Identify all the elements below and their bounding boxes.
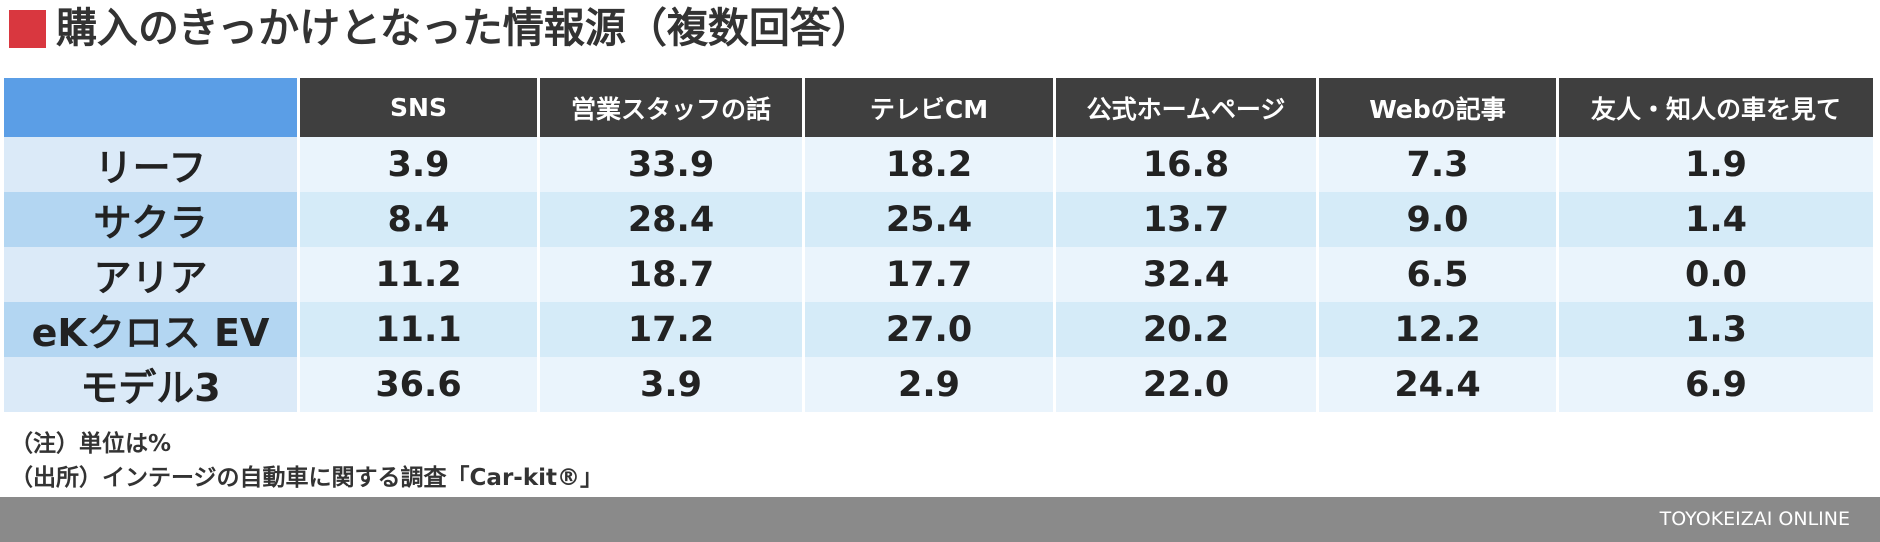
table-cell: 6.5 [1319, 247, 1556, 302]
column-header: テレビCM [805, 78, 1053, 137]
row-label: サクラ [4, 192, 297, 247]
row-label: モデル3 [4, 357, 297, 412]
footer-bar [0, 497, 1880, 542]
table-cell: 6.9 [1559, 357, 1873, 412]
table-cell: 9.0 [1319, 192, 1556, 247]
table-cell: 33.9 [540, 137, 802, 192]
note: （注）単位は% [10, 431, 172, 457]
column-header: SNS [300, 78, 537, 137]
table-cell: 11.1 [300, 302, 537, 357]
table-cell: 2.9 [805, 357, 1053, 412]
table-cell: 12.2 [1319, 302, 1556, 357]
table-cell: 1.4 [1559, 192, 1873, 247]
table-cell: 18.2 [805, 137, 1053, 192]
column-header: Webの記事 [1319, 78, 1556, 137]
table-cell: 1.9 [1559, 137, 1873, 192]
table-cell: 0.0 [1559, 247, 1873, 302]
table-cell: 36.6 [300, 357, 537, 412]
table-cell: 3.9 [300, 137, 537, 192]
table-cell: 25.4 [805, 192, 1053, 247]
note: （出所）インテージの自動車に関する調査「Car-kit®」 [10, 465, 604, 491]
table-cell: 7.3 [1319, 137, 1556, 192]
column-header: 営業スタッフの話 [540, 78, 802, 137]
row-label: eKクロス EV [4, 302, 297, 357]
table-cell: 32.4 [1056, 247, 1316, 302]
column-header: 友人・知人の車を見て [1559, 78, 1873, 137]
table-cell: 17.7 [805, 247, 1053, 302]
table-cell: 27.0 [805, 302, 1053, 357]
table-cell: 28.4 [540, 192, 802, 247]
footer-brand: TOYOKEIZAI ONLINE [1659, 508, 1850, 530]
table-cell: 20.2 [1056, 302, 1316, 357]
table-cell: 22.0 [1056, 357, 1316, 412]
row-label: リーフ [4, 137, 297, 192]
table-cell: 11.2 [300, 247, 537, 302]
table-cell: 17.2 [540, 302, 802, 357]
table-cell: 24.4 [1319, 357, 1556, 412]
table-cell: 13.7 [1056, 192, 1316, 247]
table-cell: 8.4 [300, 192, 537, 247]
table-cell: 1.3 [1559, 302, 1873, 357]
table-cell: 16.8 [1056, 137, 1316, 192]
column-header: 公式ホームページ [1056, 78, 1316, 137]
title-marker [9, 10, 46, 48]
header-corner [4, 78, 297, 137]
table-cell: 3.9 [540, 357, 802, 412]
row-label: アリア [4, 247, 297, 302]
table-cell: 18.7 [540, 247, 802, 302]
title: 購入のきっかけとなった情報源（複数回答） [56, 4, 872, 52]
